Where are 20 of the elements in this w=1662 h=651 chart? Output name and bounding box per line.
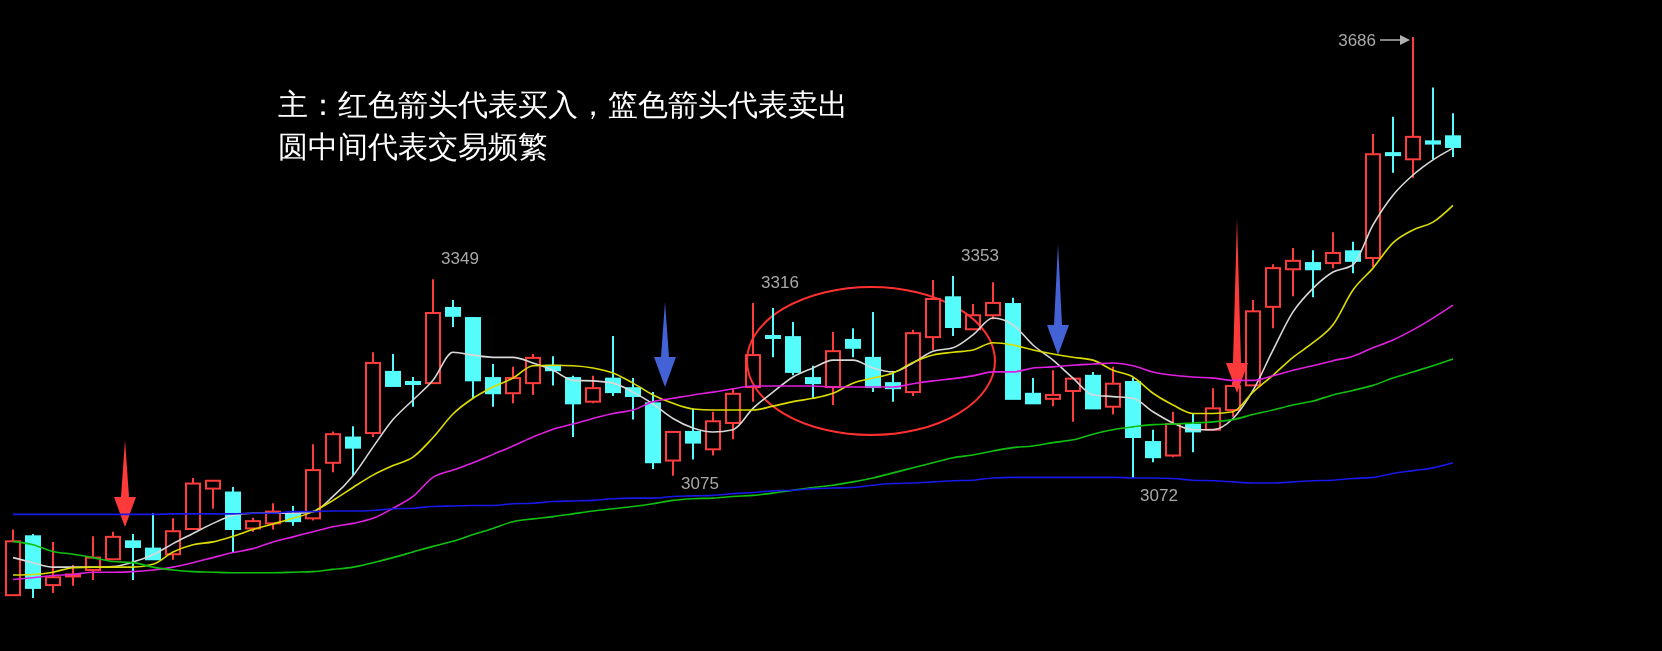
annotation: 3686 (1338, 31, 1376, 50)
candlestick (1385, 115, 1401, 174)
candlestick (345, 425, 361, 477)
candlestick (925, 278, 941, 352)
annotation: 3316 (761, 273, 799, 292)
annotation: 主：红色箭头代表买入，篮色箭头代表卖出 (278, 87, 848, 122)
annotation: 3353 (961, 246, 999, 265)
candlestick (745, 301, 761, 403)
candlestick (765, 306, 781, 359)
candlestick (1285, 246, 1301, 298)
annotation: 3075 (681, 474, 719, 493)
candlestick (505, 365, 521, 405)
candlestick (305, 443, 321, 522)
annotation: 圆中间代表交易频繁 (278, 129, 548, 164)
candlestick (1425, 86, 1441, 161)
annotation: 3072 (1140, 486, 1178, 505)
candlestick (225, 485, 241, 554)
annotation: 3349 (441, 249, 479, 268)
candlestick (1305, 249, 1321, 299)
candlestick (165, 517, 181, 561)
